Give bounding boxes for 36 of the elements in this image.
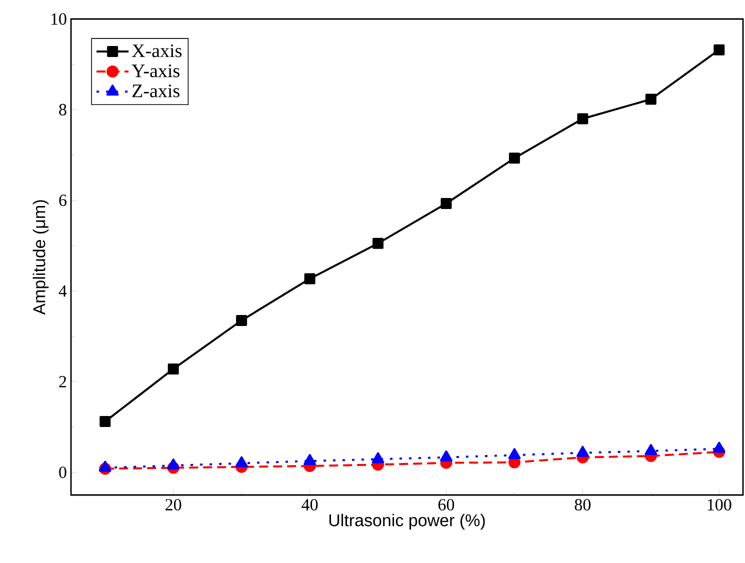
point [576, 446, 589, 457]
x-tick-label: 60 [438, 499, 454, 510]
point [168, 363, 179, 374]
point [372, 238, 384, 249]
point [235, 456, 248, 468]
y-tick-label: 4 [58, 285, 67, 297]
legend-label: X-axis [132, 44, 182, 58]
point [100, 416, 111, 428]
point [508, 152, 520, 164]
point [236, 314, 248, 326]
legend-label: Z-axis [132, 84, 180, 98]
point [508, 448, 521, 460]
point [712, 442, 726, 453]
y-tick-label: 2 [59, 376, 66, 388]
point [440, 198, 452, 210]
x-tick-label: 40 [302, 499, 318, 510]
y-axis-title: Amplitude (μm) [32, 200, 49, 315]
legend-label: Y-axis [132, 64, 180, 78]
point [304, 273, 316, 284]
point [644, 444, 658, 456]
x-tick-label: 100 [708, 499, 732, 510]
y-tick-label: 8 [59, 104, 66, 116]
point [372, 452, 384, 464]
point [577, 113, 588, 124]
x-tick-label: 20 [166, 499, 182, 510]
point [167, 458, 180, 470]
point [714, 44, 725, 56]
y-tick-label: 10 [51, 13, 66, 25]
x-axis-title: Ultrasonic power (%) [329, 514, 485, 530]
point [440, 450, 452, 462]
point [304, 454, 316, 465]
y-tick-label: 0 [59, 466, 66, 478]
y-tick-label: 6 [59, 194, 66, 206]
x-tick-label: 80 [574, 499, 591, 510]
point [645, 94, 656, 105]
point [98, 460, 112, 472]
